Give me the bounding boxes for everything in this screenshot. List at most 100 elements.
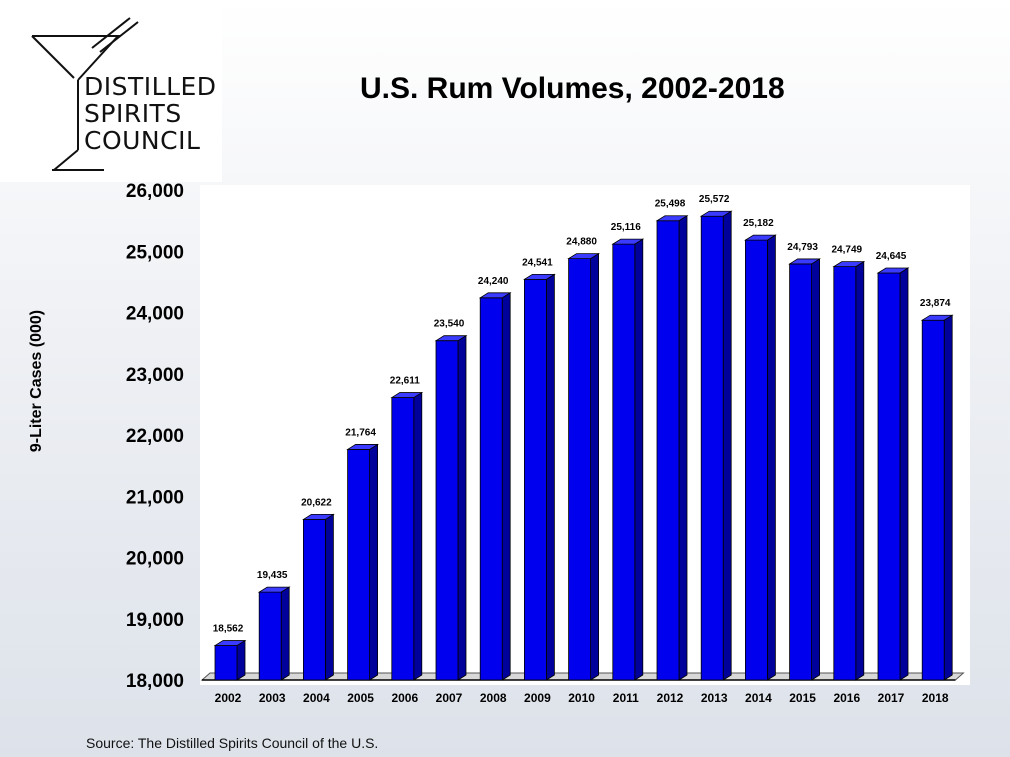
- data-label: 22,611: [390, 376, 420, 387]
- x-tick-label: 2011: [613, 691, 639, 705]
- y-tick-label: 20,000: [126, 549, 184, 570]
- bar: [877, 272, 901, 681]
- x-tick-label: 2009: [524, 691, 551, 705]
- logo-text: DISTILLED SPIRITS COUNCIL: [84, 73, 217, 154]
- bar: [568, 258, 591, 681]
- x-tick-label: 2003: [259, 691, 286, 705]
- bar: [656, 220, 680, 681]
- bar: [302, 519, 326, 681]
- y-tick-label: 24,000: [126, 304, 184, 325]
- x-tick-label: 2002: [215, 691, 242, 705]
- x-tick-label: 2013: [701, 691, 728, 705]
- bar-side: [767, 234, 776, 681]
- y-tick-label: 25,000: [126, 242, 184, 263]
- x-tick-label: 2010: [568, 691, 595, 705]
- bar-side: [590, 252, 599, 681]
- x-tick-label: 2004: [303, 691, 330, 705]
- x-tick-label: 2016: [833, 691, 860, 705]
- bar: [833, 266, 857, 681]
- bar-side: [413, 391, 423, 681]
- x-tick-label: 2017: [878, 691, 905, 705]
- bar-top: [434, 335, 468, 342]
- bar-top: [788, 258, 821, 265]
- bar-top: [346, 444, 379, 450]
- bar-top: [390, 392, 424, 398]
- x-tick-label: 2005: [347, 691, 374, 705]
- data-label: 25,572: [699, 194, 730, 205]
- x-tick-label: 2008: [480, 691, 507, 705]
- bar-top: [523, 273, 556, 280]
- x-tick-label: 2012: [657, 691, 684, 705]
- bar: [258, 591, 282, 681]
- bar: [700, 215, 724, 681]
- x-tick-label: 2007: [436, 691, 463, 705]
- bar-side: [811, 258, 820, 681]
- bar: [745, 239, 768, 681]
- bar-side: [457, 334, 467, 681]
- bar: [391, 397, 415, 681]
- x-tick-label: 2018: [922, 691, 949, 705]
- bar-top: [832, 261, 866, 268]
- logo-line-3: COUNCIL: [84, 126, 201, 155]
- logo-line-2: SPIRITS: [84, 99, 182, 128]
- data-label: 24,645: [876, 251, 907, 262]
- data-label: 24,793: [787, 242, 818, 253]
- source-note: Source: The Distilled Spirits Council of…: [86, 735, 379, 751]
- bar-side: [369, 443, 379, 681]
- y-tick-label: 22,000: [126, 426, 184, 447]
- bar-side: [324, 513, 334, 681]
- data-label: 18,562: [213, 624, 244, 635]
- data-label: 24,749: [832, 245, 863, 256]
- data-label: 24,880: [566, 237, 597, 248]
- bar-side: [899, 267, 909, 681]
- x-tick-label: 2014: [745, 691, 772, 705]
- bar: [524, 278, 547, 681]
- martini-glass-icon: [31, 17, 139, 171]
- data-label: 20,622: [301, 497, 332, 508]
- bar-top: [655, 215, 689, 222]
- bar-top: [302, 514, 335, 520]
- y-tick-label: 19,000: [126, 610, 184, 631]
- bar-top: [213, 640, 247, 646]
- y-tick-label: 18,000: [126, 671, 184, 692]
- bar-top: [876, 267, 910, 274]
- logo: DISTILLED SPIRITS COUNCIL: [0, 0, 222, 182]
- bar: [789, 263, 812, 681]
- bar-top: [611, 238, 645, 245]
- bar-top: [744, 234, 777, 241]
- data-label: 25,116: [611, 222, 641, 233]
- data-label: 25,498: [655, 199, 686, 210]
- chart-title: U.S. Rum Volumes, 2002-2018: [360, 72, 785, 105]
- data-label: 24,541: [522, 257, 553, 268]
- bar-side: [236, 639, 246, 681]
- bar-side: [678, 215, 688, 681]
- bar-side: [501, 292, 511, 681]
- bar-side: [943, 314, 953, 681]
- data-label: 24,240: [478, 276, 509, 287]
- x-tick-label: 2015: [789, 691, 816, 705]
- y-tick-label: 21,000: [126, 487, 184, 508]
- data-label: 23,874: [920, 298, 951, 309]
- bar-side: [855, 260, 865, 681]
- bar: [435, 340, 459, 681]
- x-tick-label: 2006: [391, 691, 418, 705]
- data-label: 25,182: [743, 218, 774, 229]
- bar: [214, 645, 238, 681]
- bar-top: [699, 210, 733, 217]
- bar-side: [280, 586, 290, 681]
- bar-side: [722, 210, 732, 681]
- y-tick-label: 23,000: [126, 365, 184, 386]
- bar: [921, 319, 945, 681]
- bar-top: [478, 292, 512, 299]
- data-label: 21,764: [345, 427, 376, 438]
- bar: [347, 449, 371, 681]
- data-label: 23,540: [434, 319, 465, 330]
- bar-side: [546, 273, 555, 681]
- bar-top: [567, 253, 600, 260]
- bar: [612, 243, 636, 681]
- y-tick-label: 26,000: [126, 181, 184, 202]
- logo-line-1: DISTILLED: [84, 72, 217, 101]
- bar-top: [920, 314, 954, 321]
- bar: [479, 297, 503, 681]
